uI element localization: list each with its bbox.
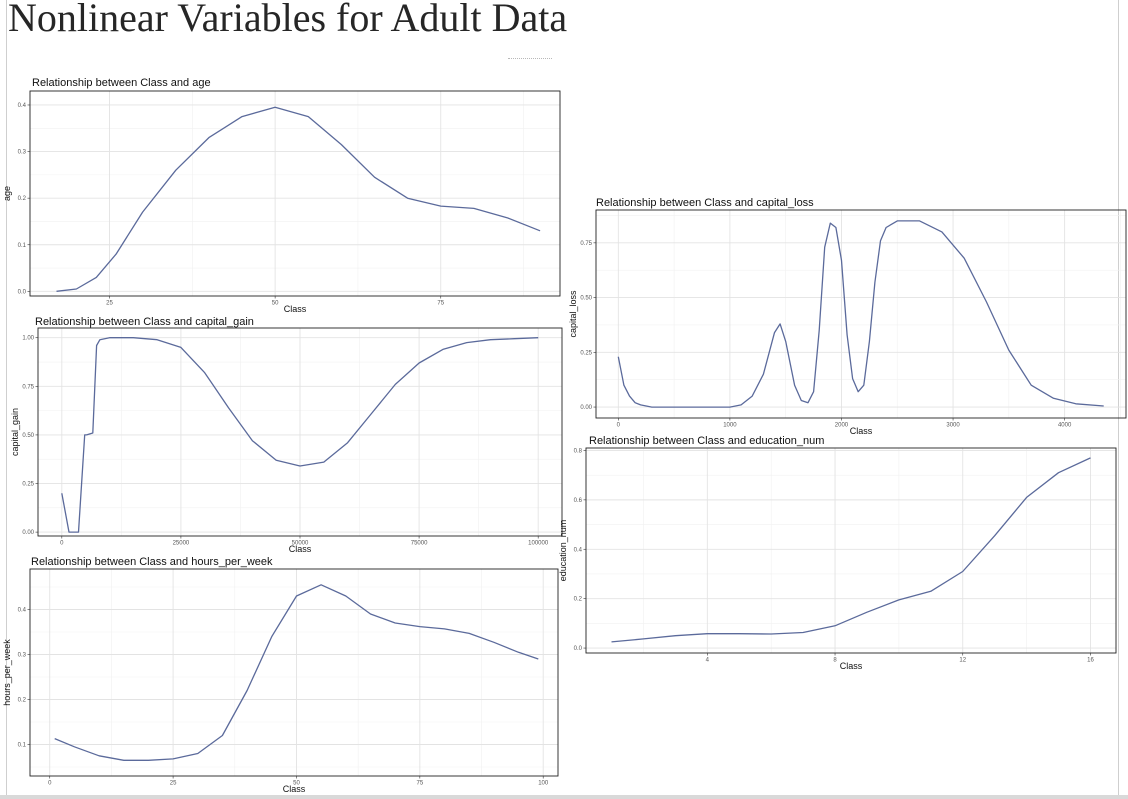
y-tick-label: 0.4 [18, 608, 27, 614]
series-line-0 [617, 220, 1104, 408]
title-dotted-rule [508, 58, 552, 59]
y-tick-label: 0.2 [18, 196, 27, 202]
slide-right-border [1118, 0, 1119, 795]
x-axis-label: Class [284, 304, 307, 314]
x-tick-label: 3000 [946, 423, 960, 429]
plot-frame [29, 568, 559, 777]
chart-title: Relationship between Class and hours_per… [31, 556, 273, 568]
x-tick-label: 0 [617, 423, 621, 429]
series-line-0 [61, 337, 539, 533]
y-tick-label: 0.6 [574, 498, 583, 504]
plot-frame [595, 209, 1127, 419]
x-tick-label: 8 [833, 658, 837, 664]
x-tick-label: 75 [437, 301, 444, 307]
series-line-0 [54, 584, 539, 761]
y-tick-label: 0.2 [18, 698, 27, 704]
series-line-0 [56, 106, 541, 292]
x-tick-label: 75000 [411, 541, 428, 547]
x-tick-label: 25 [106, 301, 113, 307]
x-tick-label: 2000 [835, 423, 849, 429]
y-axis-label: hours_per_week [2, 639, 12, 706]
y-tick-label: 0.1 [18, 743, 27, 749]
x-axis-label: Class [850, 426, 873, 436]
series-line-0 [611, 457, 1091, 643]
y-tick-label: 0.25 [580, 350, 592, 356]
y-axis-label: capital_gain [10, 408, 20, 456]
x-tick-label: 25 [170, 781, 177, 787]
y-axis-label: education_num [558, 520, 568, 582]
y-tick-label: 0.2 [574, 597, 583, 603]
y-tick-label: 0.0 [574, 646, 583, 652]
y-tick-label: 0.8 [574, 448, 583, 454]
x-tick-label: 25000 [173, 541, 190, 547]
y-tick-label: 0.75 [22, 384, 34, 390]
x-tick-label: 100 [538, 781, 549, 787]
chart-title: Relationship between Class and age [32, 77, 211, 89]
chart-title: Relationship between Class and education… [589, 435, 824, 447]
y-tick-label: 0.3 [18, 653, 27, 659]
x-tick-label: 4 [706, 658, 710, 664]
y-tick-label: 0.4 [18, 103, 27, 109]
x-tick-label: 0 [48, 781, 52, 787]
page-title: Nonlinear Variables for Adult Data [8, 0, 568, 40]
x-tick-label: 100000 [528, 541, 549, 547]
x-tick-label: 12 [959, 658, 966, 664]
y-tick-label: 0.75 [580, 241, 592, 247]
y-tick-label: 0.00 [580, 405, 592, 411]
x-tick-label: 50 [272, 301, 279, 307]
y-tick-label: 0.50 [22, 433, 34, 439]
x-tick-label: 50 [293, 781, 300, 787]
x-tick-label: 75 [416, 781, 423, 787]
chart-title: Relationship between Class and capital_l… [596, 197, 814, 209]
plot-frame [585, 447, 1117, 654]
x-tick-label: 0 [60, 541, 64, 547]
slide-left-border [6, 0, 7, 795]
x-axis-label: Class [840, 661, 863, 671]
y-tick-label: 0.50 [580, 296, 592, 302]
y-tick-label: 1.00 [22, 336, 34, 342]
y-axis-label: age [2, 186, 12, 201]
y-tick-label: 0.00 [22, 530, 34, 536]
x-tick-label: 16 [1087, 658, 1094, 664]
x-tick-label: 4000 [1058, 423, 1072, 429]
x-tick-label: 50000 [292, 541, 309, 547]
x-tick-label: 1000 [723, 423, 737, 429]
y-tick-label: 0.25 [22, 482, 34, 488]
x-axis-label: Class [283, 784, 306, 794]
y-tick-label: 0.0 [18, 289, 27, 295]
y-tick-label: 0.4 [574, 547, 583, 553]
y-axis-label: capital_loss [568, 290, 578, 338]
y-tick-label: 0.1 [18, 243, 27, 249]
x-axis-label: Class [289, 544, 312, 554]
y-tick-label: 0.3 [18, 150, 27, 156]
plot-frame [29, 90, 561, 297]
chart-title: Relationship between Class and capital_g… [35, 316, 254, 328]
slide-bottom-border [0, 795, 1128, 799]
